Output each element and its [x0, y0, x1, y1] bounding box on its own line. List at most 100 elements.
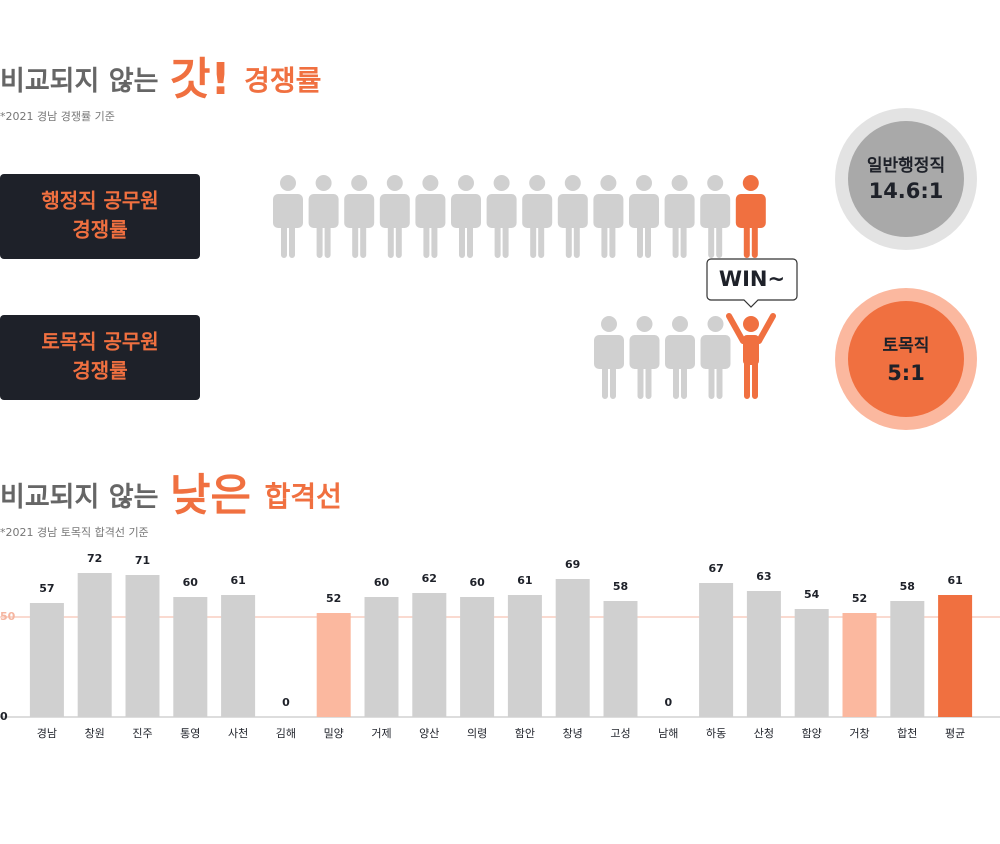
person-legs: [672, 217, 687, 258]
person-icon: [308, 175, 339, 258]
person-icon: [451, 175, 481, 258]
person-head: [742, 175, 759, 191]
x-tick-label: 평균: [945, 727, 965, 740]
value-label: 52: [326, 592, 341, 605]
people-icons: [273, 175, 776, 399]
person-head: [707, 175, 724, 191]
person-legs: [602, 358, 616, 399]
section-title: 비교되지 않는 갓! 경쟁률: [0, 54, 321, 105]
person-icon: [522, 175, 553, 258]
person-body: [664, 194, 695, 228]
person-legs: [565, 217, 580, 258]
badge: [848, 301, 964, 417]
x-tick-label: 창원: [85, 727, 105, 740]
person-icon: [273, 175, 303, 258]
person-legs: [637, 358, 652, 399]
x-tick-label: 통영: [180, 727, 200, 740]
person-icon: [594, 316, 624, 399]
bar: [460, 597, 495, 717]
box-label: 행정직 공무원: [41, 189, 158, 213]
bar: [29, 603, 64, 717]
bar: [842, 613, 877, 717]
person-head: [564, 175, 581, 191]
title-tail: 경쟁률: [244, 64, 321, 97]
person-icon: [486, 175, 517, 258]
person-legs: [352, 217, 367, 258]
person-body: [273, 194, 303, 228]
person-icon: [379, 175, 410, 258]
person-arms: [726, 313, 776, 344]
x-tick-label: 사천: [228, 726, 248, 740]
person-head: [386, 175, 403, 191]
person-body: [629, 194, 659, 228]
person-legs: [459, 217, 473, 258]
title-tail: 합격선: [265, 480, 342, 513]
badge: [848, 121, 964, 237]
value-label: 61: [517, 574, 532, 587]
person-icon: [629, 316, 660, 399]
value-label: 61: [947, 574, 962, 587]
person-icon: [344, 175, 375, 258]
person-legs: [530, 217, 545, 258]
person-legs: [744, 358, 758, 399]
y-tick-label: 0: [0, 710, 8, 723]
person-icon: [726, 313, 776, 399]
person-body: [557, 194, 588, 228]
label-box: [0, 174, 200, 259]
person-head: [600, 175, 617, 191]
value-label: 0: [282, 696, 290, 709]
person-head: [529, 175, 546, 191]
person-body: [700, 335, 731, 369]
value-label: 60: [374, 576, 390, 589]
x-tick-label: 남해: [658, 726, 678, 740]
person-icon: [593, 175, 624, 258]
person-legs: [673, 358, 687, 399]
title-lead: 비교되지 않는: [0, 482, 158, 513]
person-legs: [637, 217, 651, 258]
bar: [125, 575, 160, 717]
person-body: [522, 194, 553, 228]
person-body: [743, 335, 759, 365]
person-icon: [735, 175, 766, 258]
person-head: [493, 175, 510, 191]
speech-bubble: [706, 258, 798, 308]
bar: [890, 601, 925, 717]
value-label: 54: [804, 588, 820, 601]
x-tick-label: 밀양: [324, 727, 344, 740]
title-lead: 비교되지 않는: [0, 66, 158, 97]
bar: [173, 597, 208, 717]
x-tick-label: 김해: [276, 726, 296, 740]
person-body: [594, 335, 624, 369]
person-legs: [601, 217, 616, 258]
person-body: [486, 194, 517, 228]
bar-chart: 0 50 57 경남 72 창원 71 진주 60 통영 61 사천 0 김해 52 밀양 60 거제 62 양산 60…: [0, 552, 1000, 740]
person-head: [707, 316, 724, 332]
x-tick-label: 고성: [610, 727, 630, 740]
value-label: 60: [469, 576, 485, 589]
bar: [699, 583, 734, 717]
person-legs: [494, 217, 509, 258]
x-tick-label: 함안: [515, 727, 535, 740]
box-label: 경쟁률: [72, 218, 127, 242]
box-label: 토목직 공무원: [41, 330, 158, 354]
x-tick-label: 함양: [802, 727, 822, 740]
bar: [507, 595, 542, 717]
x-tick-label: 합천: [897, 726, 917, 740]
person-icon: [664, 175, 695, 258]
bar: [221, 595, 256, 717]
x-tick-label: 거제: [371, 727, 391, 740]
person-head: [672, 316, 688, 332]
person-body: [415, 194, 446, 228]
value-label: 71: [135, 554, 150, 567]
person-head: [601, 316, 617, 332]
bar: [794, 609, 829, 717]
person-icon: [700, 316, 731, 399]
value-label: 52: [852, 592, 867, 605]
bar: [77, 573, 112, 717]
value-label: 57: [39, 582, 54, 595]
bar: [412, 593, 447, 717]
person-head: [743, 316, 759, 332]
note: *2021 경남 경쟁률 기준: [0, 110, 115, 123]
person-legs: [281, 217, 295, 258]
value-label: 72: [87, 552, 102, 565]
